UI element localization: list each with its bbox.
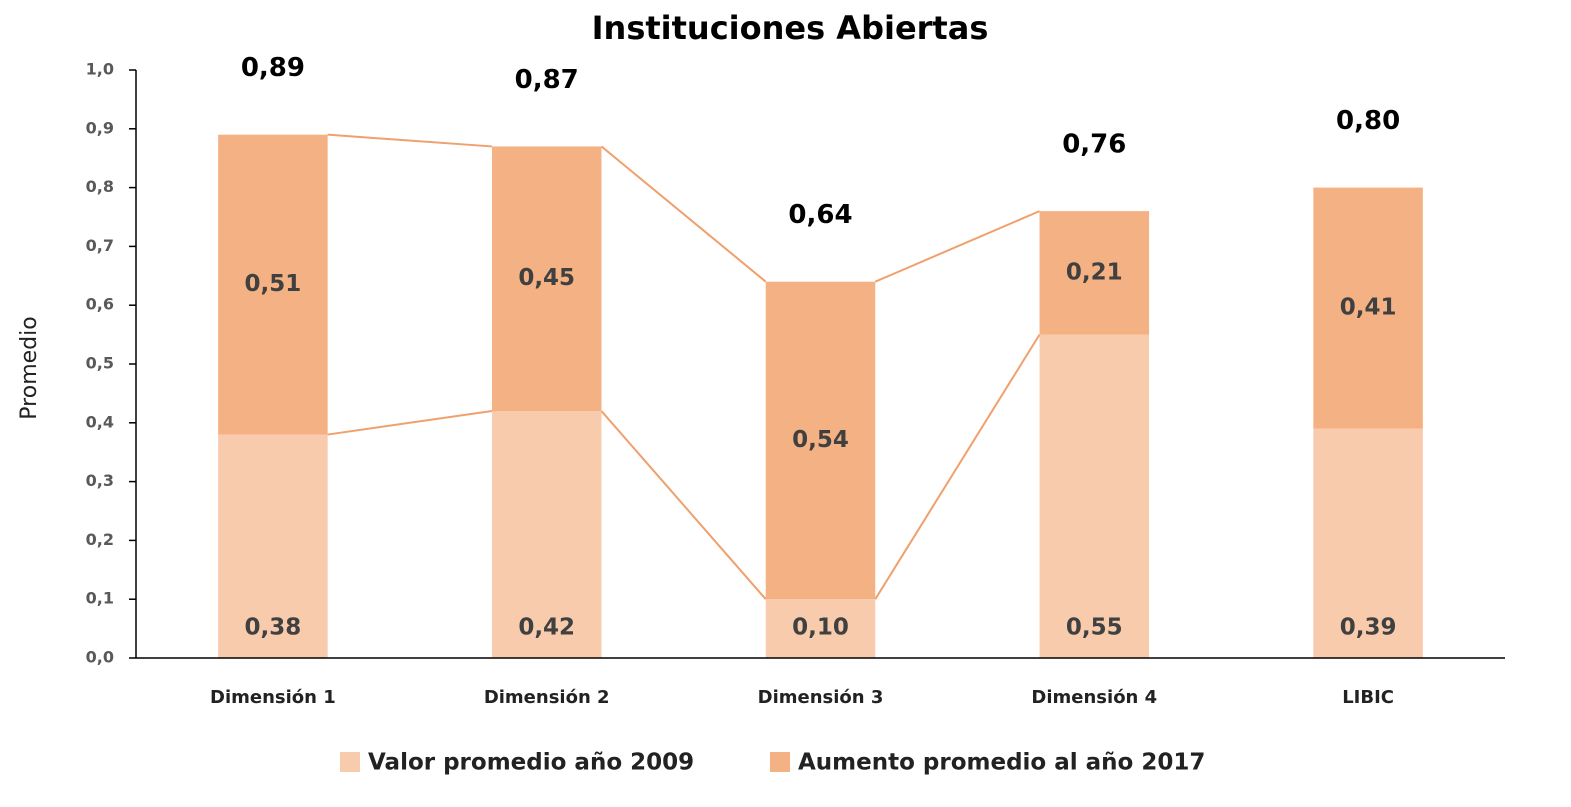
series-connector <box>874 210 1040 283</box>
x-tick-label: Dimensión 3 <box>758 687 884 708</box>
bar-segment <box>491 146 602 412</box>
y-tick-label: 0,7 <box>86 236 114 255</box>
value-label: 0,45 <box>518 265 575 291</box>
total-label: 0,89 <box>241 53 305 83</box>
value-label: 0,55 <box>1066 615 1123 641</box>
legend-label: Valor promedio año 2009 <box>368 750 694 776</box>
series-connector <box>600 145 767 283</box>
bar-segment <box>218 134 328 435</box>
total-label: 0,64 <box>788 200 852 230</box>
total-label: 0,80 <box>1336 106 1400 136</box>
value-label: 0,41 <box>1340 295 1397 321</box>
y-tick-label: 0,4 <box>86 412 114 431</box>
y-axis-label: Promedio <box>17 316 42 419</box>
bar-segment <box>1313 187 1423 429</box>
value-label: 0,10 <box>792 615 849 641</box>
bar-segment <box>1039 334 1150 658</box>
bar-segment <box>1039 211 1150 335</box>
y-tick-label: 1,0 <box>86 60 114 79</box>
series-connector <box>600 410 767 600</box>
value-label: 0,39 <box>1340 615 1397 641</box>
bar-segment <box>218 434 328 658</box>
total-label: 0,87 <box>515 65 579 95</box>
legend-label: Aumento promedio al año 2017 <box>798 750 1205 776</box>
series-connector <box>327 133 493 148</box>
legend-swatch <box>770 752 790 772</box>
bar-segment <box>765 281 876 600</box>
x-tick-label: Dimensión 2 <box>484 687 610 708</box>
total-label: 0,76 <box>1062 130 1126 160</box>
series-connector <box>327 410 493 436</box>
y-tick-label: 0,3 <box>86 471 114 490</box>
value-label: 0,38 <box>245 615 302 641</box>
value-label: 0,42 <box>518 615 575 641</box>
x-tick-label: LIBIC <box>1342 687 1394 708</box>
y-tick-label: 0,8 <box>86 177 114 196</box>
chart-title: Instituciones Abiertas <box>592 9 989 47</box>
bar-segment <box>491 411 602 658</box>
y-tick-label: 0,6 <box>86 295 114 314</box>
legend-swatch <box>340 752 360 772</box>
x-tick-label: Dimensión 4 <box>1031 687 1157 708</box>
y-tick-label: 0,0 <box>86 648 114 667</box>
y-tick-label: 0,1 <box>86 589 114 608</box>
value-label: 0,54 <box>792 427 849 453</box>
bar-segment <box>1313 428 1423 658</box>
y-tick-label: 0,9 <box>86 118 114 137</box>
value-label: 0,51 <box>245 271 302 297</box>
x-tick-label: Dimensión 1 <box>210 687 336 708</box>
value-label: 0,21 <box>1066 259 1123 285</box>
series-connector <box>874 334 1041 600</box>
bar-segment <box>765 599 876 658</box>
y-tick-label: 0,2 <box>86 530 114 549</box>
y-tick-label: 0,5 <box>86 354 114 373</box>
